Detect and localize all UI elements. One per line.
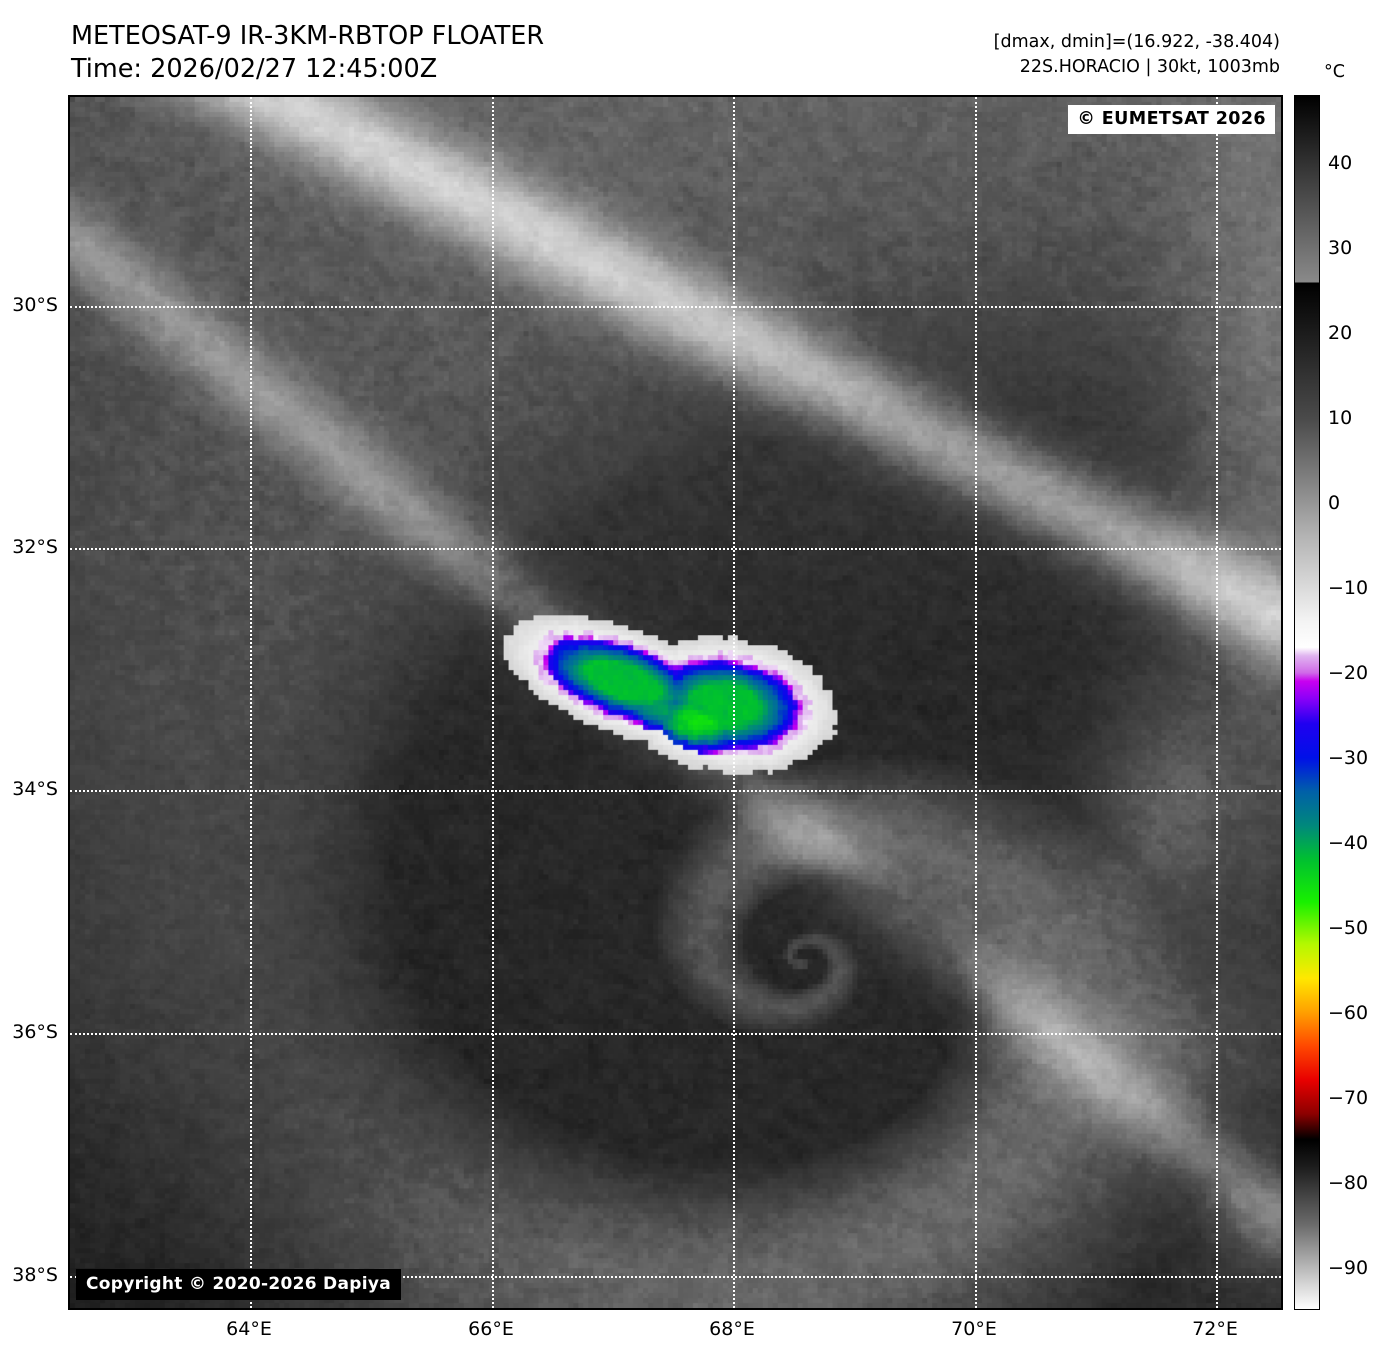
colorbar-tick-label: 0 (1328, 491, 1341, 514)
latitude-tick-label: 30°S (12, 294, 58, 316)
dapiya-copyright-badge: Copyright © 2020-2026 Dapiya (76, 1269, 401, 1300)
colorbar-tick-labels: 40 30 20 10 0 −10 −20 −30 −40 −50 −60 −70 −80 −90 (1328, 95, 1388, 1310)
eumetsat-credit-badge: © EUMETSAT 2026 (1068, 105, 1275, 134)
colorbar-unit-label: °C (1324, 62, 1345, 82)
colorbar-tick-label: −10 (1328, 576, 1369, 599)
colorbar-tick-label: −90 (1328, 1256, 1369, 1279)
longitude-tick-label: 70°E (951, 1318, 997, 1340)
colorbar-tick-label: −30 (1328, 746, 1369, 769)
latitude-tick-label: 36°S (12, 1021, 58, 1043)
latitude-tick-label: 38°S (12, 1264, 58, 1286)
colorbar-gradient (1294, 95, 1320, 1310)
title-line-timestamp: Time: 2026/02/27 12:45:00Z (71, 54, 438, 84)
longitude-tick-label: 72°E (1192, 1318, 1238, 1340)
satellite-image-panel[interactable]: © EUMETSAT 2026 Copyright © 2020-2026 Da… (68, 95, 1283, 1310)
colorbar-tick-label: −20 (1328, 661, 1369, 684)
colorbar-tick-label: 10 (1328, 406, 1353, 429)
colorbar-tick-label: −40 (1328, 831, 1369, 854)
satellite-infrared-raster (70, 97, 1281, 1308)
latitude-tick-label: 34°S (12, 778, 58, 800)
colorbar-tick-label: 20 (1328, 321, 1353, 344)
colorbar-tick-label: −50 (1328, 916, 1369, 939)
colorbar-tick-label: 30 (1328, 236, 1353, 259)
colorbar-tick-label: −70 (1328, 1086, 1369, 1109)
longitude-tick-label: 66°E (468, 1318, 514, 1340)
page-title: METEOSAT-9 IR-3KM-RBTOP FLOATER Time: 20… (71, 20, 831, 86)
latitude-tick-label: 32°S (12, 536, 58, 558)
colorbar-tick-label: 40 (1328, 151, 1353, 174)
colorbar-tick-label: −60 (1328, 1001, 1369, 1024)
title-line-product: METEOSAT-9 IR-3KM-RBTOP FLOATER (71, 21, 545, 51)
longitude-tick-label: 68°E (709, 1318, 755, 1340)
metadata-block: [dmax, dmin]=(16.922, -38.404) 22S.HORAC… (994, 30, 1280, 80)
colorbar-tick-label: −80 (1328, 1171, 1369, 1194)
temperature-colorbar[interactable] (1294, 95, 1320, 1310)
longitude-tick-label: 64°E (226, 1318, 272, 1340)
dmax-dmin-label: [dmax, dmin]=(16.922, -38.404) (993, 32, 1280, 52)
storm-info-label: 22S.HORACIO | 30kt, 1003mb (1019, 57, 1280, 77)
